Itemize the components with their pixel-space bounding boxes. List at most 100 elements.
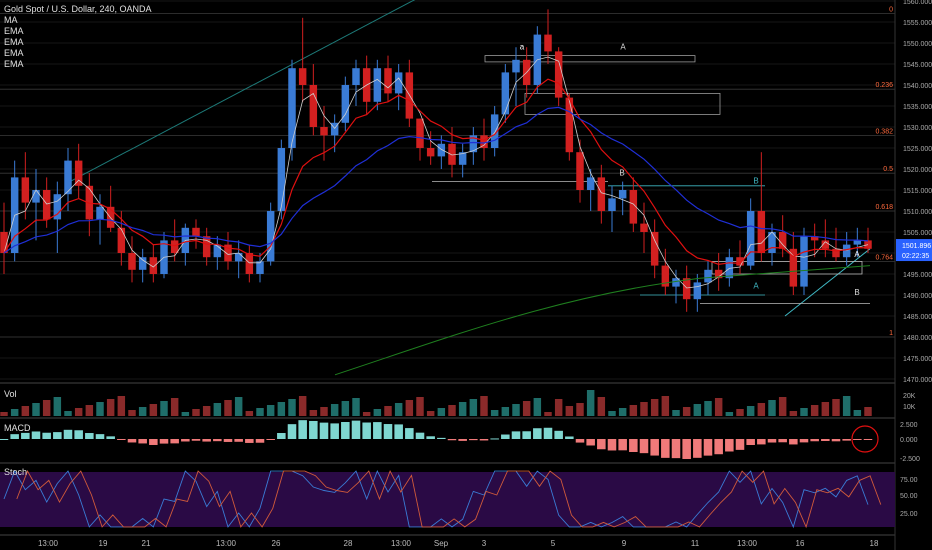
macd-histogram-bar xyxy=(245,439,254,443)
volume-bar xyxy=(362,412,371,416)
time-tick-label: 19 xyxy=(99,539,108,548)
volume-bar xyxy=(736,409,744,416)
candle-body xyxy=(352,68,360,85)
candle-body xyxy=(608,198,616,211)
volume-bar xyxy=(0,412,8,416)
volume-bar xyxy=(426,411,435,416)
time-tick-label: 13:00 xyxy=(737,539,758,548)
volume-bar xyxy=(320,407,328,416)
macd-histogram-bar xyxy=(458,439,467,441)
macd-histogram-bar xyxy=(863,439,873,440)
macd-histogram-bar xyxy=(191,439,201,441)
candle-body xyxy=(384,68,392,94)
price-tick-label: 1555.000 xyxy=(903,20,932,27)
volume-bar xyxy=(21,406,30,416)
candle-body xyxy=(234,253,243,262)
macd-histogram-bar xyxy=(639,439,649,454)
volume-bar xyxy=(245,411,254,416)
price-axis[interactable]: 1560.000 1555.000 1550.000 1545.000 1540.000… xyxy=(894,0,932,550)
legend-ema-3[interactable]: EMA xyxy=(4,48,24,58)
volume-bar xyxy=(10,409,19,416)
macd-histogram-bar xyxy=(533,428,542,439)
volume-bar xyxy=(213,403,222,416)
volume-bar xyxy=(864,407,872,416)
macd-histogram-bar xyxy=(213,439,222,442)
volume-bar xyxy=(448,405,456,416)
candle-body xyxy=(640,223,648,232)
volume-bar xyxy=(224,400,232,416)
candle-body xyxy=(704,269,712,283)
legend-ma[interactable]: MA xyxy=(4,15,18,25)
legend-ema-4[interactable]: EMA xyxy=(4,59,24,69)
last-price-tag xyxy=(896,239,932,262)
time-tick-label: 11 xyxy=(691,539,700,548)
candle-body xyxy=(64,160,72,195)
candle-body xyxy=(490,114,499,148)
candle-body xyxy=(245,253,254,274)
time-tick-label: 16 xyxy=(796,539,805,548)
annotation-label: B xyxy=(854,288,859,297)
candle-body xyxy=(288,68,296,148)
macd-histogram-bar xyxy=(95,434,105,439)
macd-histogram-bar xyxy=(469,439,478,441)
stoch-tick-label: 75.00 xyxy=(900,477,918,484)
volume-bar xyxy=(480,396,488,416)
volume-bar xyxy=(160,401,168,416)
macd-histogram-bar xyxy=(746,439,755,446)
macd-histogram-bar xyxy=(821,439,830,442)
macd-histogram-bar xyxy=(117,439,126,440)
volume-bar xyxy=(138,407,147,416)
time-axis[interactable]: 13:00 19 21 13:00 26 28 13:00 Sep 3 5 9 11 13:00 16 18 xyxy=(38,539,879,548)
volume-bar xyxy=(53,397,62,416)
macd-histogram-bar xyxy=(362,422,371,439)
legend-ema-2[interactable]: EMA xyxy=(4,37,24,47)
candle-body xyxy=(202,236,211,258)
macd-histogram-bar xyxy=(725,439,734,452)
price-tick-label: 1510.000 xyxy=(903,209,932,216)
stoch-k-line xyxy=(3,469,869,529)
candle-body xyxy=(256,261,264,274)
volume-bar xyxy=(416,397,424,416)
volume-bar xyxy=(533,398,542,416)
volume-bar xyxy=(810,405,819,416)
macd-histogram-bar xyxy=(671,439,681,459)
candle-body xyxy=(746,211,755,266)
candle-body xyxy=(416,118,424,148)
volume-bar xyxy=(682,407,691,416)
time-tick-label: 13:00 xyxy=(391,539,412,548)
volume-bar xyxy=(352,398,360,416)
stoch-label: Stoch xyxy=(4,467,28,477)
macd-histogram-bar xyxy=(575,439,585,443)
macd-histogram-bar xyxy=(394,424,403,439)
annotation-label: B xyxy=(753,177,758,186)
volume-bar xyxy=(512,404,520,416)
macd-histogram-bar xyxy=(629,439,638,452)
macd-histogram-bar xyxy=(181,439,190,442)
time-tick-label: 13:00 xyxy=(216,539,237,548)
price-tick-label: 1550.000 xyxy=(903,41,932,48)
candle-body xyxy=(277,148,286,211)
candle-body xyxy=(682,278,691,300)
macd-histogram-bar xyxy=(810,439,819,442)
macd-histogram-bar xyxy=(586,439,595,446)
candle-body xyxy=(800,236,808,287)
candle-body xyxy=(864,240,872,249)
price-tick-label: 1495.000 xyxy=(903,272,932,279)
candle-body xyxy=(373,68,382,102)
volume-bar xyxy=(394,403,403,416)
time-tick-label: 5 xyxy=(551,539,556,548)
candle-body xyxy=(586,177,595,190)
price-tick-label: 1480.000 xyxy=(903,335,932,342)
candle-body xyxy=(74,160,83,186)
macd-histogram-bar xyxy=(138,439,147,444)
candle-body xyxy=(714,269,723,279)
volume-bar xyxy=(117,396,126,416)
volume-bar xyxy=(501,407,510,416)
candle-body xyxy=(394,72,403,94)
candle-body xyxy=(629,190,638,224)
zone-box-a xyxy=(484,55,696,63)
time-tick-label: 13:00 xyxy=(38,539,59,548)
legend-ema-1[interactable]: EMA xyxy=(4,26,24,36)
candle-body xyxy=(224,244,232,262)
